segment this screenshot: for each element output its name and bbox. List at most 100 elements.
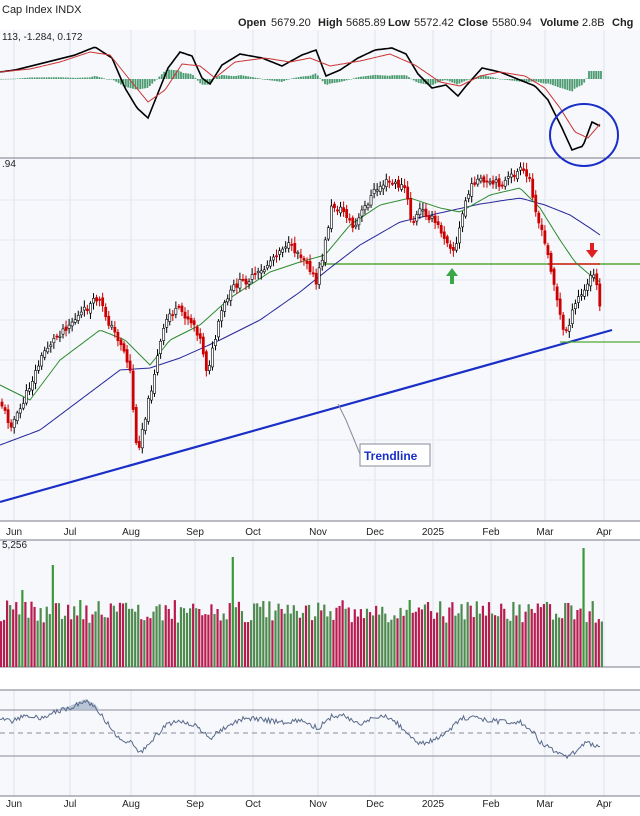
volume-bar bbox=[54, 603, 57, 667]
month-tick-label: Oct bbox=[245, 527, 261, 538]
open-value: 5679.20 bbox=[271, 17, 311, 29]
candle-body bbox=[427, 215, 431, 221]
macd-panel-bg bbox=[0, 30, 640, 158]
candle-body bbox=[500, 184, 504, 187]
macd-histogram-bar bbox=[542, 79, 545, 84]
macd-histogram-bar bbox=[484, 75, 487, 79]
candle-body bbox=[375, 189, 379, 192]
volume-bar bbox=[433, 618, 436, 667]
month-tick-label: Jun bbox=[6, 799, 22, 810]
candle-body bbox=[268, 260, 272, 267]
macd-histogram-bar bbox=[468, 79, 470, 80]
candle-body bbox=[49, 344, 53, 347]
volume-bar bbox=[15, 602, 18, 667]
macd-histogram-bar bbox=[261, 78, 264, 80]
volume-bar bbox=[88, 622, 91, 667]
volume-bar bbox=[137, 604, 140, 667]
month-tick-label: Mar bbox=[536, 527, 554, 538]
macd-label: 113, -1.284, 0.172 bbox=[2, 32, 83, 43]
close-label: Close bbox=[458, 17, 488, 29]
candle-body bbox=[147, 398, 150, 422]
macd-histogram-bar bbox=[489, 76, 492, 79]
macd-histogram-bar bbox=[412, 79, 415, 81]
macd-histogram-bar bbox=[357, 77, 360, 79]
candle-body bbox=[238, 279, 242, 289]
volume-bar bbox=[265, 617, 268, 667]
candle-body bbox=[28, 388, 31, 392]
macd-histogram-bar bbox=[578, 79, 581, 87]
candle-body bbox=[226, 298, 230, 303]
volume-bar bbox=[338, 605, 341, 667]
macd-histogram-bar bbox=[16, 78, 19, 79]
candle-body bbox=[293, 243, 297, 254]
candle-body bbox=[512, 174, 516, 178]
candle-body bbox=[580, 294, 583, 297]
volume-bar bbox=[0, 621, 3, 667]
macd-histogram-bar bbox=[405, 75, 408, 79]
candle-body bbox=[351, 217, 355, 229]
candle-body bbox=[476, 178, 480, 185]
macd-histogram-bar bbox=[549, 79, 552, 85]
candle-body bbox=[387, 180, 391, 183]
month-tick-label: Oct bbox=[245, 799, 261, 810]
volume-bar bbox=[121, 603, 125, 667]
macd-histogram-bar bbox=[232, 76, 235, 79]
candle-body bbox=[409, 197, 413, 220]
macd-histogram-bar bbox=[79, 77, 82, 79]
macd-histogram-bar bbox=[184, 73, 187, 79]
macd-histogram-bar bbox=[218, 76, 221, 79]
macd-histogram-bar bbox=[28, 77, 31, 79]
macd-histogram-bar bbox=[139, 79, 142, 90]
macd-histogram-bar bbox=[583, 79, 586, 83]
macd-histogram-bar bbox=[506, 79, 509, 80]
macd-histogram-bar bbox=[160, 74, 163, 79]
volume-bar bbox=[155, 606, 158, 667]
month-tick-label: 2025 bbox=[422, 527, 445, 538]
candle-body bbox=[369, 195, 373, 206]
macd-histogram-bar bbox=[396, 75, 398, 79]
volume-bar bbox=[73, 606, 76, 667]
candle-body bbox=[131, 370, 135, 410]
candle-body bbox=[34, 370, 37, 384]
macd-histogram-bar bbox=[151, 79, 154, 84]
macd-histogram-bar bbox=[199, 79, 202, 84]
macd-histogram-bar bbox=[7, 78, 10, 80]
volume-bar bbox=[359, 609, 362, 667]
candle-body bbox=[509, 173, 513, 178]
volume-bar bbox=[222, 613, 225, 667]
macd-histogram-bar bbox=[537, 79, 540, 83]
ohlc-readout: Open 5679.20 High 5685.89 Low 5572.42 Cl… bbox=[238, 17, 633, 29]
volume-bar bbox=[314, 616, 317, 667]
month-tick-label: 2025 bbox=[422, 799, 445, 810]
candle-body bbox=[165, 319, 169, 328]
volume-bar bbox=[39, 608, 42, 667]
up-arrow-icon bbox=[446, 268, 458, 284]
candle-body bbox=[192, 320, 196, 325]
candle-body bbox=[461, 213, 464, 228]
macd-histogram-bar bbox=[343, 79, 346, 81]
macd-histogram-bar bbox=[573, 79, 576, 89]
macd-histogram-bar bbox=[316, 75, 319, 79]
candle-body bbox=[357, 217, 361, 226]
volume-bar bbox=[411, 612, 414, 667]
macd-histogram-bar bbox=[276, 79, 278, 82]
candle-body bbox=[98, 298, 102, 301]
macd-histogram-bar bbox=[352, 78, 355, 79]
volume-label: Volume bbox=[540, 17, 579, 29]
candle-body bbox=[403, 185, 407, 189]
volume-bar bbox=[545, 601, 549, 667]
candle-body bbox=[250, 274, 254, 280]
volume-bar bbox=[350, 622, 353, 667]
volume-bar bbox=[250, 620, 253, 667]
macd-histogram-bar bbox=[508, 79, 511, 81]
volume-bar bbox=[576, 609, 579, 667]
macd-histogram-bar bbox=[271, 79, 274, 81]
macd-histogram-bar bbox=[304, 76, 307, 79]
volume-bar bbox=[286, 604, 289, 667]
volume-bar bbox=[506, 618, 509, 667]
volume-bar bbox=[423, 604, 427, 667]
candle-body bbox=[561, 314, 565, 330]
volume-bar bbox=[341, 600, 344, 667]
volume-bar bbox=[85, 605, 88, 667]
candle-body bbox=[153, 374, 156, 394]
